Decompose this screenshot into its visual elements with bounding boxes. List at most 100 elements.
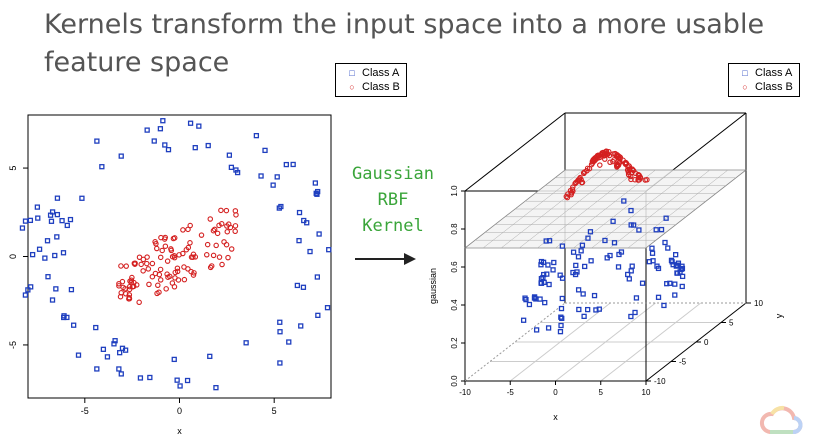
class-b-point — [228, 246, 235, 252]
x-tick-label: 0 — [177, 406, 182, 416]
class-a-point — [649, 245, 655, 251]
class-b-point — [171, 235, 178, 241]
class-b-point — [171, 284, 178, 290]
class-a-point — [628, 313, 634, 320]
class-a-point — [151, 138, 157, 144]
class-b-point — [211, 226, 218, 233]
class-a-point — [274, 174, 280, 180]
class-a-point — [52, 252, 58, 259]
class-b-point — [185, 226, 191, 233]
class-a-point — [48, 218, 55, 224]
class-a-point — [618, 249, 625, 255]
class-a-point — [53, 286, 59, 292]
class-a-point — [118, 371, 124, 377]
class-a-point — [544, 271, 550, 277]
class-a-point — [286, 339, 292, 345]
class-b-point — [581, 170, 587, 177]
class-b-point — [614, 151, 620, 158]
class-b-point — [152, 239, 158, 245]
z-tick-label: 0.6 — [450, 261, 459, 273]
square-marker-icon: □ — [742, 68, 748, 78]
class-a-point — [205, 142, 211, 149]
class-a-point — [658, 226, 665, 233]
class-a-point — [59, 217, 65, 224]
class-a-point — [243, 340, 249, 346]
class-a-point — [196, 123, 202, 129]
class-a-point — [300, 284, 307, 290]
class-a-point — [538, 280, 544, 286]
class-a-point — [312, 180, 318, 186]
class-b-point — [123, 263, 129, 269]
class-a-point — [99, 164, 105, 170]
y-tick-label: 0 — [704, 338, 709, 347]
class-b-point — [146, 281, 152, 288]
legend-label: Class A — [755, 67, 793, 79]
class-a-point — [596, 306, 602, 312]
class-a-point — [578, 248, 584, 254]
class-a-point — [621, 198, 627, 204]
z-tick-label: 0.8 — [450, 223, 459, 235]
feature-space-chart: -10 -5 0 5 10 x -10 -5 0 5 10 y 0.0 0.2 0.4 0.6 0.8 1.0 ga… — [428, 112, 784, 422]
legend-left: □ Class A ○ Class B — [335, 63, 407, 97]
class-a-point — [207, 353, 213, 360]
class-a-point — [34, 204, 41, 210]
class-b-point — [154, 245, 160, 252]
class-b-point — [123, 291, 129, 297]
class-b-point — [116, 283, 122, 289]
class-a-point — [213, 385, 219, 391]
class-b-point — [591, 158, 597, 164]
x-tick-label: 5 — [599, 388, 604, 397]
class-b-point — [603, 149, 610, 155]
class-a-point — [42, 255, 48, 261]
class-b-point — [157, 266, 164, 273]
class-b-point — [573, 179, 579, 186]
class-a-point — [550, 267, 556, 273]
class-b-point — [158, 234, 164, 241]
class-a-point — [35, 215, 41, 221]
class-a-point — [588, 258, 594, 264]
class-b-point — [597, 162, 603, 168]
class-a-point — [165, 147, 172, 153]
class-a-point — [628, 222, 634, 228]
class-a-point — [116, 366, 122, 372]
class-a-point — [650, 258, 656, 264]
class-a-point — [559, 295, 565, 302]
class-a-point — [162, 142, 168, 148]
class-b-point — [219, 261, 225, 268]
kernel-label-line-3: Kernel — [362, 216, 424, 236]
class-a-point — [71, 322, 77, 328]
class-a-point — [27, 217, 34, 224]
box-edge-hidden — [464, 302, 566, 382]
class-b-point — [190, 251, 197, 258]
class-a-point — [112, 338, 118, 344]
class-a-point — [626, 276, 632, 282]
class-a-point — [533, 327, 540, 333]
class-b-point — [210, 252, 217, 259]
class-a-point — [22, 292, 29, 298]
class-a-point — [654, 263, 660, 269]
class-a-point — [283, 161, 289, 168]
class-b-point — [218, 221, 225, 227]
class-a-point — [649, 250, 656, 256]
class-a-point — [314, 274, 320, 280]
square-marker-icon: □ — [349, 68, 355, 78]
class-a-point — [187, 120, 194, 126]
class-a-point — [111, 341, 117, 347]
class-a-point — [54, 234, 60, 240]
class-a-point — [580, 291, 586, 297]
y-tick-label: 0 — [8, 254, 18, 259]
class-a-point — [678, 266, 684, 272]
class-b-point — [128, 279, 135, 286]
class-a-point — [546, 238, 553, 244]
class-a-point — [324, 305, 331, 311]
class-b-point — [155, 282, 161, 289]
class-a-point — [551, 259, 557, 266]
class-a-point — [541, 279, 547, 285]
class-a-point — [579, 242, 586, 248]
class-a-point — [316, 231, 322, 237]
class-a-point — [665, 245, 671, 251]
class-a-point — [628, 207, 634, 214]
class-a-point — [315, 312, 321, 318]
class-a-point — [582, 263, 588, 270]
class-b-point — [190, 254, 196, 260]
